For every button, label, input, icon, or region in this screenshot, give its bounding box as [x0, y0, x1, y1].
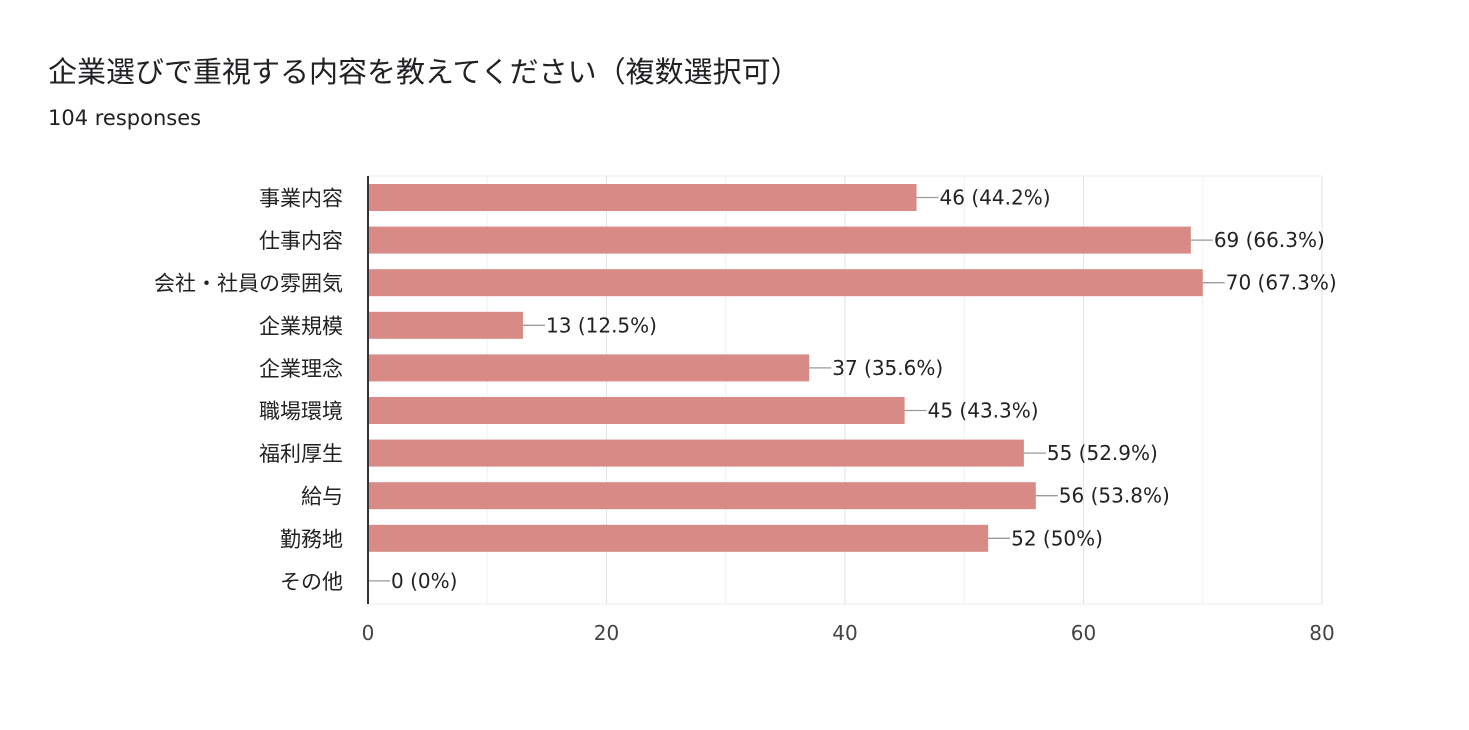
chart-title: 企業選びで重視する内容を教えてください（複数選択可）	[48, 55, 800, 89]
bars	[368, 184, 1203, 552]
value-label: 37 (35.6%)	[832, 356, 943, 380]
value-label: 52 (50%)	[1011, 526, 1103, 550]
category-label: その他	[280, 570, 343, 594]
bar	[368, 184, 917, 211]
bar	[368, 226, 1191, 254]
x-tick-label: 40	[832, 621, 857, 645]
category-label: 会社・社員の雰囲気	[154, 272, 343, 296]
value-label: 0 (0%)	[391, 569, 457, 593]
value-label: 69 (66.3%)	[1214, 228, 1325, 252]
x-tick-label: 0	[362, 621, 375, 645]
bar	[368, 311, 524, 339]
value-label: 45 (43.3%)	[928, 399, 1039, 423]
category-label: 職場環境	[259, 400, 343, 424]
bar	[368, 482, 1036, 510]
value-label: 55 (52.9%)	[1047, 441, 1158, 465]
bar	[368, 439, 1024, 467]
category-label: 福利厚生	[259, 442, 343, 466]
x-tick-label: 60	[1071, 621, 1096, 645]
category-label: 給与	[301, 485, 343, 509]
category-label: 仕事内容	[259, 229, 343, 253]
response-count: 104 responses	[48, 106, 202, 130]
category-label: 企業規模	[259, 314, 343, 338]
category-label: 勤務地	[280, 527, 343, 551]
value-label: 13 (12.5%)	[546, 313, 657, 337]
value-label: 46 (44.2%)	[940, 186, 1051, 210]
bar	[368, 524, 989, 552]
bar	[368, 269, 1203, 297]
category-label: 企業理念	[259, 357, 343, 381]
bar	[368, 397, 905, 424]
bar	[368, 354, 810, 382]
value-label: 56 (53.8%)	[1059, 484, 1170, 508]
x-tick-label: 80	[1309, 621, 1334, 645]
value-label: 70 (67.3%)	[1226, 271, 1337, 295]
labels: 0 20 40 60 80 46 (44.2%) 事業内容 69 (66.3%) 仕事内容 70 …	[154, 176, 1337, 645]
x-tick-label: 20	[594, 621, 619, 645]
category-label: 事業内容	[259, 187, 343, 211]
